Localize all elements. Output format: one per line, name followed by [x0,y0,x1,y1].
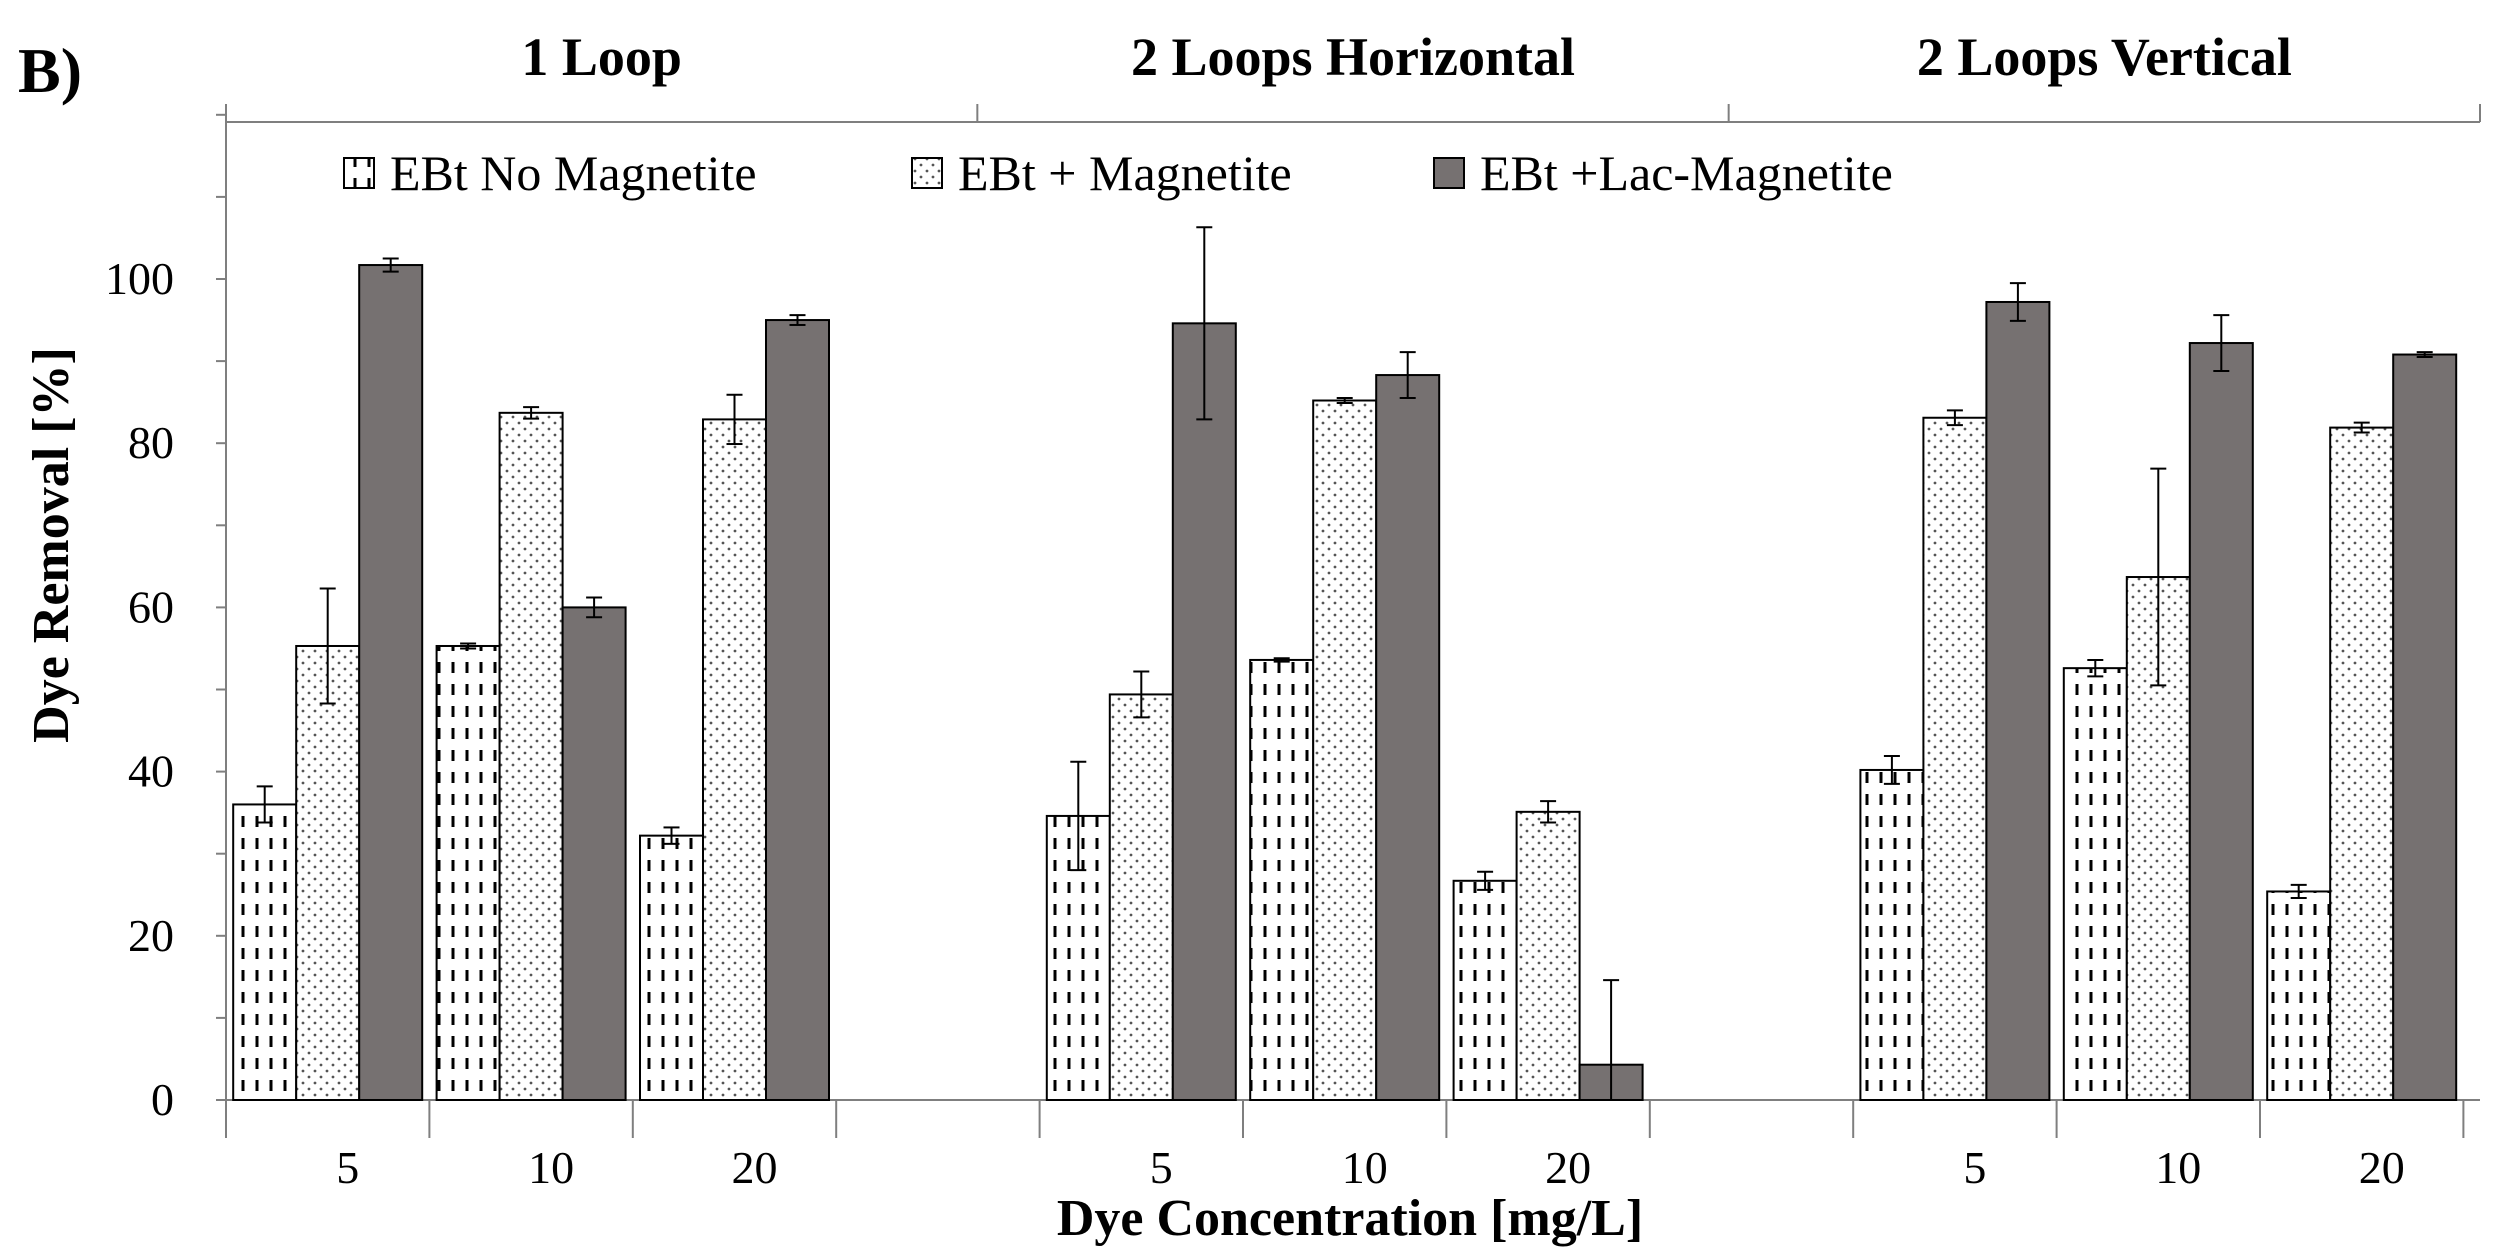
group-title: 2 Loops Vertical [1917,27,2292,87]
bar [561,606,627,1102]
x-tick-label: 10 [1342,1142,1388,1193]
legend-label: EBt +Lac-Magnetite [1480,145,1893,201]
y-tick-label: 80 [128,417,174,468]
y-tick-label: 60 [128,581,174,632]
bar [1859,768,1925,1101]
bar [639,834,704,1101]
bar [2329,426,2395,1101]
bar [435,644,501,1101]
group-titles: 1 Loop 2 Loops Horizontal 2 Loops Vertical [521,27,2291,87]
y-tick-label: 40 [128,746,174,797]
x-tick-label: 5 [1150,1142,1173,1193]
y-axis: 0 20 40 60 80 100 [105,113,227,1125]
bar [1985,300,2051,1102]
legend-swatch [343,157,375,189]
legend: EBt No Magnetite EBt + Magnetite EBt +Lac-… [343,145,1893,201]
y-axis-title: Dye Removal [%] [23,347,80,743]
error-bars [256,226,2433,1101]
bars [232,264,2458,1102]
bar [358,264,424,1101]
legend-label: EBt + Magnetite [958,145,1292,201]
bar [295,644,361,1101]
bar [232,803,298,1101]
x-tick-label: 5 [336,1142,359,1193]
bar [1108,693,1174,1102]
bar [2062,667,2128,1101]
bar [1312,399,1378,1101]
x-tick-label: 10 [2155,1142,2201,1193]
bar [1171,322,1237,1102]
legend-label: EBt No Magnetite [390,145,757,201]
legend-swatch [1433,157,1465,189]
x-tick-label: 5 [1963,1142,1986,1193]
x-tick-label: 20 [732,1142,778,1193]
x-tick-label: 10 [528,1142,574,1193]
bar [1515,810,1581,1101]
bar [2188,342,2254,1101]
bar [702,418,767,1101]
x-tick-label: 20 [1545,1142,1591,1193]
panel-label: B) [18,35,82,106]
x-axis: 5 10 20 5 10 20 5 10 20 [225,1099,2480,1193]
group-title: 2 Loops Horizontal [1131,27,1575,87]
bar [498,411,564,1101]
bar [1922,416,1988,1101]
bar [1452,879,1518,1102]
legend-swatch [911,157,943,189]
x-tick-label: 20 [2359,1142,2405,1193]
group-title: 1 Loop [521,27,682,87]
y-tick-label: 20 [128,910,174,961]
y-tick-label: 100 [105,253,174,304]
bar [765,319,830,1101]
bar [2266,890,2332,1101]
group-header-bracket [225,104,2481,123]
bar [1249,658,1315,1101]
y-tick-label: 0 [151,1074,174,1125]
x-axis-title: Dye Concentration [mg/L] [1057,1190,1643,1247]
bar [2392,353,2458,1102]
bar [1375,374,1441,1101]
